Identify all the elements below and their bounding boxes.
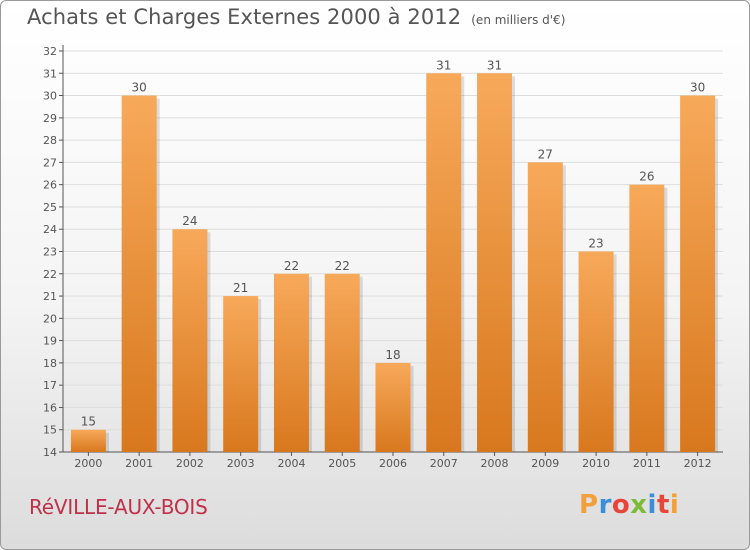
y-tick-label: 28 <box>43 134 57 147</box>
x-tick-label: 2002 <box>176 457 204 470</box>
bar-2011 <box>629 184 665 452</box>
y-tick-label: 21 <box>43 290 57 303</box>
place-name: RéVILLE-AUX-BOIS <box>29 495 208 519</box>
bar-value-label: 15 <box>81 415 96 429</box>
logo-letter: r <box>598 490 612 520</box>
bar-value-label: 21 <box>233 281 248 295</box>
y-tick-label: 20 <box>43 312 57 325</box>
logo-letter: i <box>669 490 680 520</box>
logo-letter: i <box>647 490 657 520</box>
y-tick-label: 15 <box>43 424 57 437</box>
y-tick-label: 17 <box>43 379 57 392</box>
bar-2000 <box>70 429 106 452</box>
x-tick-label: 2006 <box>379 457 407 470</box>
bar-2004 <box>273 273 309 452</box>
bars <box>70 73 719 453</box>
bar-value-label: 27 <box>538 147 553 161</box>
bar-value-label: 24 <box>182 214 197 228</box>
logo-letter: P <box>579 490 599 520</box>
y-tick-label: 32 <box>43 45 57 58</box>
bar-value-label: 22 <box>335 259 350 273</box>
y-tick-label: 22 <box>43 268 57 281</box>
x-tick-label: 2005 <box>328 457 356 470</box>
x-tick-label: 2012 <box>684 457 712 470</box>
x-tick-label: 2010 <box>582 457 610 470</box>
bar-2001 <box>121 95 157 453</box>
data-labels: 15 30 24 21 22 22 18 31 31 27 23 26 30 <box>81 58 706 428</box>
bar-2002 <box>172 229 208 452</box>
bar-value-label: 30 <box>132 81 147 95</box>
y-tick-label: 29 <box>43 112 57 125</box>
y-tick-label: 30 <box>43 90 57 103</box>
y-tick-label: 25 <box>43 201 57 214</box>
title-row: Achats et Charges Externes 2000 à 2012 (e… <box>27 5 565 29</box>
y-tick-label: 26 <box>43 179 57 192</box>
bar-2003 <box>223 296 259 452</box>
bar-value-label: 30 <box>690 81 705 95</box>
bar-value-label: 23 <box>588 237 603 251</box>
bar-2010 <box>578 251 614 452</box>
x-tick-label: 2003 <box>227 457 255 470</box>
logo-letter: x <box>630 490 648 520</box>
x-tick-label: 2009 <box>531 457 559 470</box>
bar-2008 <box>477 73 513 453</box>
bar-value-label: 22 <box>284 259 299 273</box>
x-tick-label: 2001 <box>125 457 153 470</box>
x-tick-label: 2011 <box>633 457 661 470</box>
y-tick-label: 27 <box>43 156 57 169</box>
chart-title: Achats et Charges Externes 2000 à 2012 <box>27 5 462 29</box>
chart-subtitle: (en milliers d'€) <box>471 13 566 27</box>
bar-2005 <box>324 273 360 452</box>
proxiti-logo[interactable]: Proxiti <box>579 490 679 520</box>
logo-letter: o <box>611 490 631 520</box>
bar-2007 <box>426 73 462 453</box>
y-tick-label: 23 <box>43 246 57 259</box>
bar-2009 <box>527 162 563 452</box>
bar-2006 <box>375 362 411 452</box>
y-tick-label: 16 <box>43 401 57 414</box>
bar-value-label: 26 <box>639 170 654 184</box>
bar-value-label: 18 <box>385 348 400 362</box>
y-tick-label: 14 <box>43 446 57 459</box>
bar-value-label: 31 <box>487 58 502 72</box>
y-tick-label: 18 <box>43 357 57 370</box>
y-tick-label: 31 <box>43 67 57 80</box>
y-tick-label: 24 <box>43 223 57 236</box>
bar-value-label: 31 <box>436 58 451 72</box>
x-tick-label: 2008 <box>481 457 509 470</box>
x-tick-label: 2007 <box>430 457 458 470</box>
y-tick-label: 19 <box>43 335 57 348</box>
x-tick-label: 2000 <box>74 457 102 470</box>
logo-letter: t <box>656 490 670 520</box>
axes: 14 15 16 17 18 19 20 21 22 23 24 25 26 27 28 29 30 31 32 20… <box>43 45 723 470</box>
x-tick-label: 2004 <box>277 457 305 470</box>
bar-2012 <box>680 95 716 453</box>
